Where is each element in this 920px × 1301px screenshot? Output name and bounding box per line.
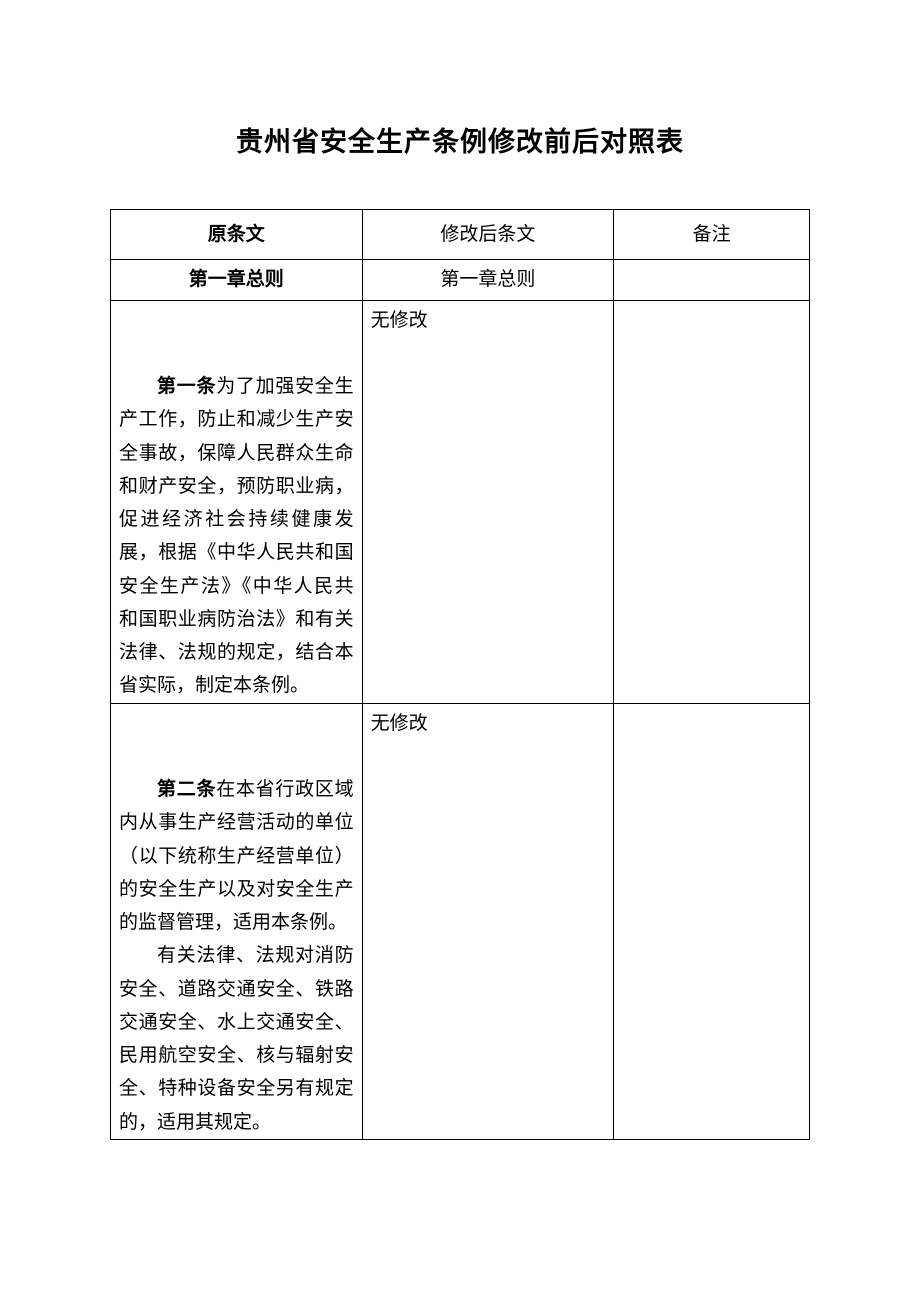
comparison-table: 原条文 修改后条文 备注 第一章总则 第一章总则 第一条为了加强安全生产工作，防… [110, 209, 810, 1140]
article-1-original: 第一条为了加强安全生产工作，防止和减少生产安全事故，保障人民群众生命和财产安全，… [111, 300, 363, 703]
chapter-revised: 第一章总则 [362, 260, 614, 300]
article-1-label: 第一条 [157, 376, 216, 397]
table-header-row: 原条文 修改后条文 备注 [111, 210, 810, 260]
chapter-notes [614, 260, 810, 300]
article-2-revised: 无修改 [362, 703, 614, 1139]
article-2-label: 第二条 [157, 779, 216, 800]
header-revised: 修改后条文 [362, 210, 614, 260]
article-1-text: 为了加强安全生产工作，防止和减少生产安全事故，保障人民群众生命和财产安全，预防职… [119, 376, 354, 696]
document-title: 贵州省安全生产条例修改前后对照表 [110, 120, 810, 159]
article-1-notes [614, 300, 810, 703]
article-2-notes [614, 703, 810, 1139]
article-1-revised: 无修改 [362, 300, 614, 703]
chapter-original: 第一章总则 [111, 260, 363, 300]
article-2-text: 在本省行政区域内从事生产经营活动的单位（以下统称生产经营单位）的安全生产以及对安… [119, 779, 354, 933]
header-notes: 备注 [614, 210, 810, 260]
table-row: 第一条为了加强安全生产工作，防止和减少生产安全事故，保障人民群众生命和财产安全，… [111, 300, 810, 703]
chapter-row: 第一章总则 第一章总则 [111, 260, 810, 300]
table-row: 第二条在本省行政区域内从事生产经营活动的单位（以下统称生产经营单位）的安全生产以… [111, 703, 810, 1139]
header-original: 原条文 [111, 210, 363, 260]
article-2-original: 第二条在本省行政区域内从事生产经营活动的单位（以下统称生产经营单位）的安全生产以… [111, 703, 363, 1139]
article-2-para2: 有关法律、法规对消防安全、道路交通安全、铁路交通安全、水上交通安全、民用航空安全… [119, 939, 354, 1139]
